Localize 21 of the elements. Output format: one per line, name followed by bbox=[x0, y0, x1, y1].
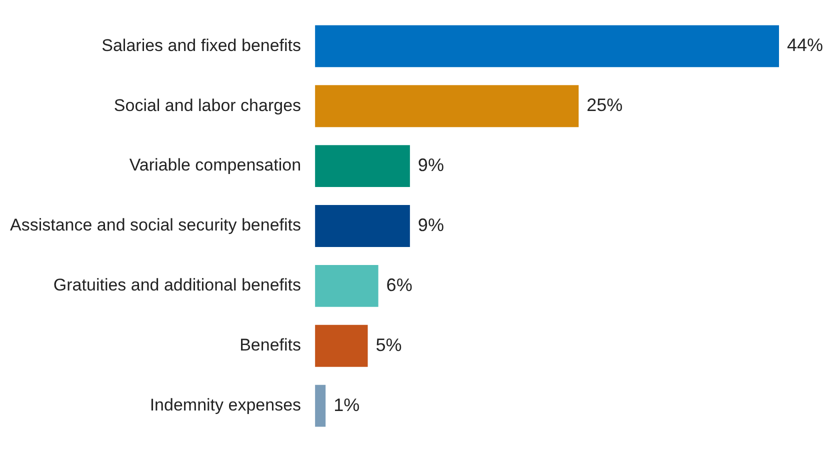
y-tick-label: Variable compensation bbox=[129, 156, 302, 175]
bar bbox=[315, 324, 368, 367]
y-tick-label: Social and labor charges bbox=[114, 96, 302, 115]
data-label: 44% bbox=[787, 35, 824, 56]
data-label: 25% bbox=[586, 95, 623, 116]
bar bbox=[315, 85, 579, 128]
y-tick-label: Assistance and social security benefits bbox=[10, 216, 302, 235]
bar bbox=[315, 145, 410, 188]
data-label: 1% bbox=[334, 394, 360, 415]
bar bbox=[315, 205, 410, 247]
data-label: 9% bbox=[418, 155, 444, 176]
data-label: 6% bbox=[386, 274, 412, 295]
bar bbox=[315, 264, 378, 307]
bar bbox=[315, 384, 326, 427]
y-tick-label: Benefits bbox=[240, 336, 302, 355]
data-label: 9% bbox=[418, 214, 444, 235]
y-tick-label: Salaries and fixed benefits bbox=[102, 36, 302, 55]
y-tick-label: Gratuities and additional benefits bbox=[53, 276, 302, 295]
data-label: 5% bbox=[376, 334, 402, 355]
bar bbox=[315, 25, 779, 68]
y-tick-label: Indemnity expenses bbox=[150, 396, 302, 415]
